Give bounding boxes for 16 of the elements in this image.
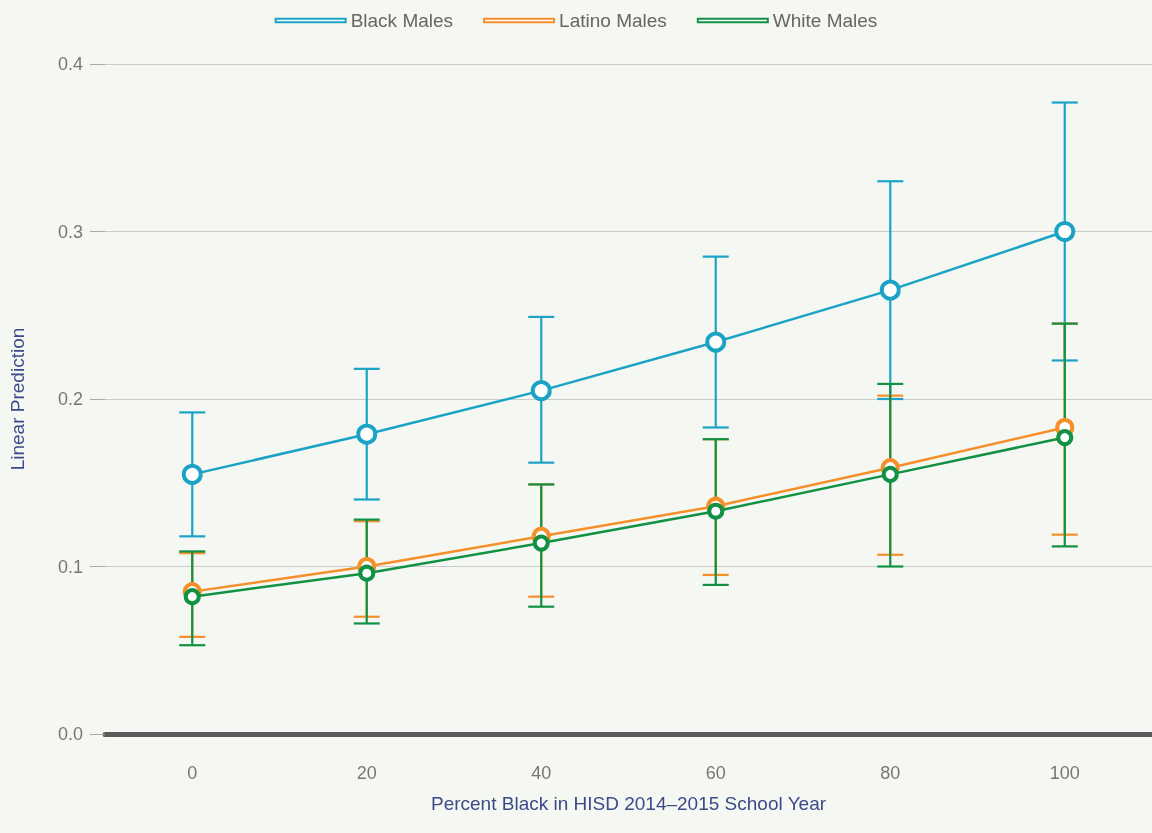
x-tick-label: 60 bbox=[705, 763, 726, 783]
x-tick-label: 0 bbox=[187, 763, 198, 783]
legend-label: Black Males bbox=[350, 10, 454, 31]
y-tick-label: 0.0 bbox=[57, 724, 83, 744]
legend-label: Latino Males bbox=[559, 10, 667, 31]
x-tick-label: 100 bbox=[1049, 763, 1080, 783]
x-tick-label: 20 bbox=[356, 763, 377, 783]
legend-label: White Males bbox=[772, 10, 878, 31]
y-tick-label: 0.1 bbox=[57, 556, 83, 577]
x-tick-label: 40 bbox=[531, 763, 552, 783]
x-axis-title: Percent Black in HISD 2014–2015 School Year bbox=[430, 793, 827, 814]
y-axis-title: Linear Prediction bbox=[7, 327, 28, 471]
x-tick-label: 80 bbox=[880, 763, 901, 783]
y-tick-label: 0.4 bbox=[57, 54, 83, 74]
y-tick-label: 0.3 bbox=[57, 221, 83, 242]
y-tick-label: 0.2 bbox=[57, 389, 83, 409]
